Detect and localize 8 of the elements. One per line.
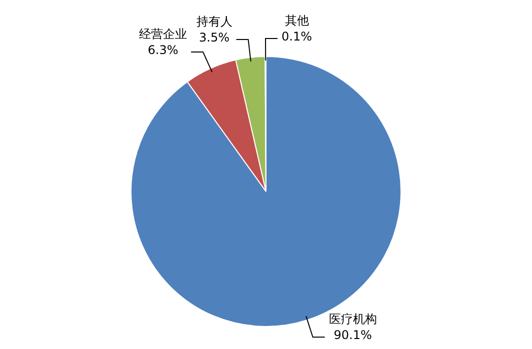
slice-label: 持有人 <box>196 14 232 29</box>
data-label: 3.5% <box>199 30 230 45</box>
slice-label: 其他 <box>284 14 309 28</box>
slice-label: 经营企业 <box>139 27 188 42</box>
data-label: 0.1% <box>282 30 312 44</box>
data-label: 90.1% <box>334 328 372 342</box>
data-label: 6.3% <box>148 43 178 58</box>
slice-label: 医疗机构 <box>328 312 377 326</box>
